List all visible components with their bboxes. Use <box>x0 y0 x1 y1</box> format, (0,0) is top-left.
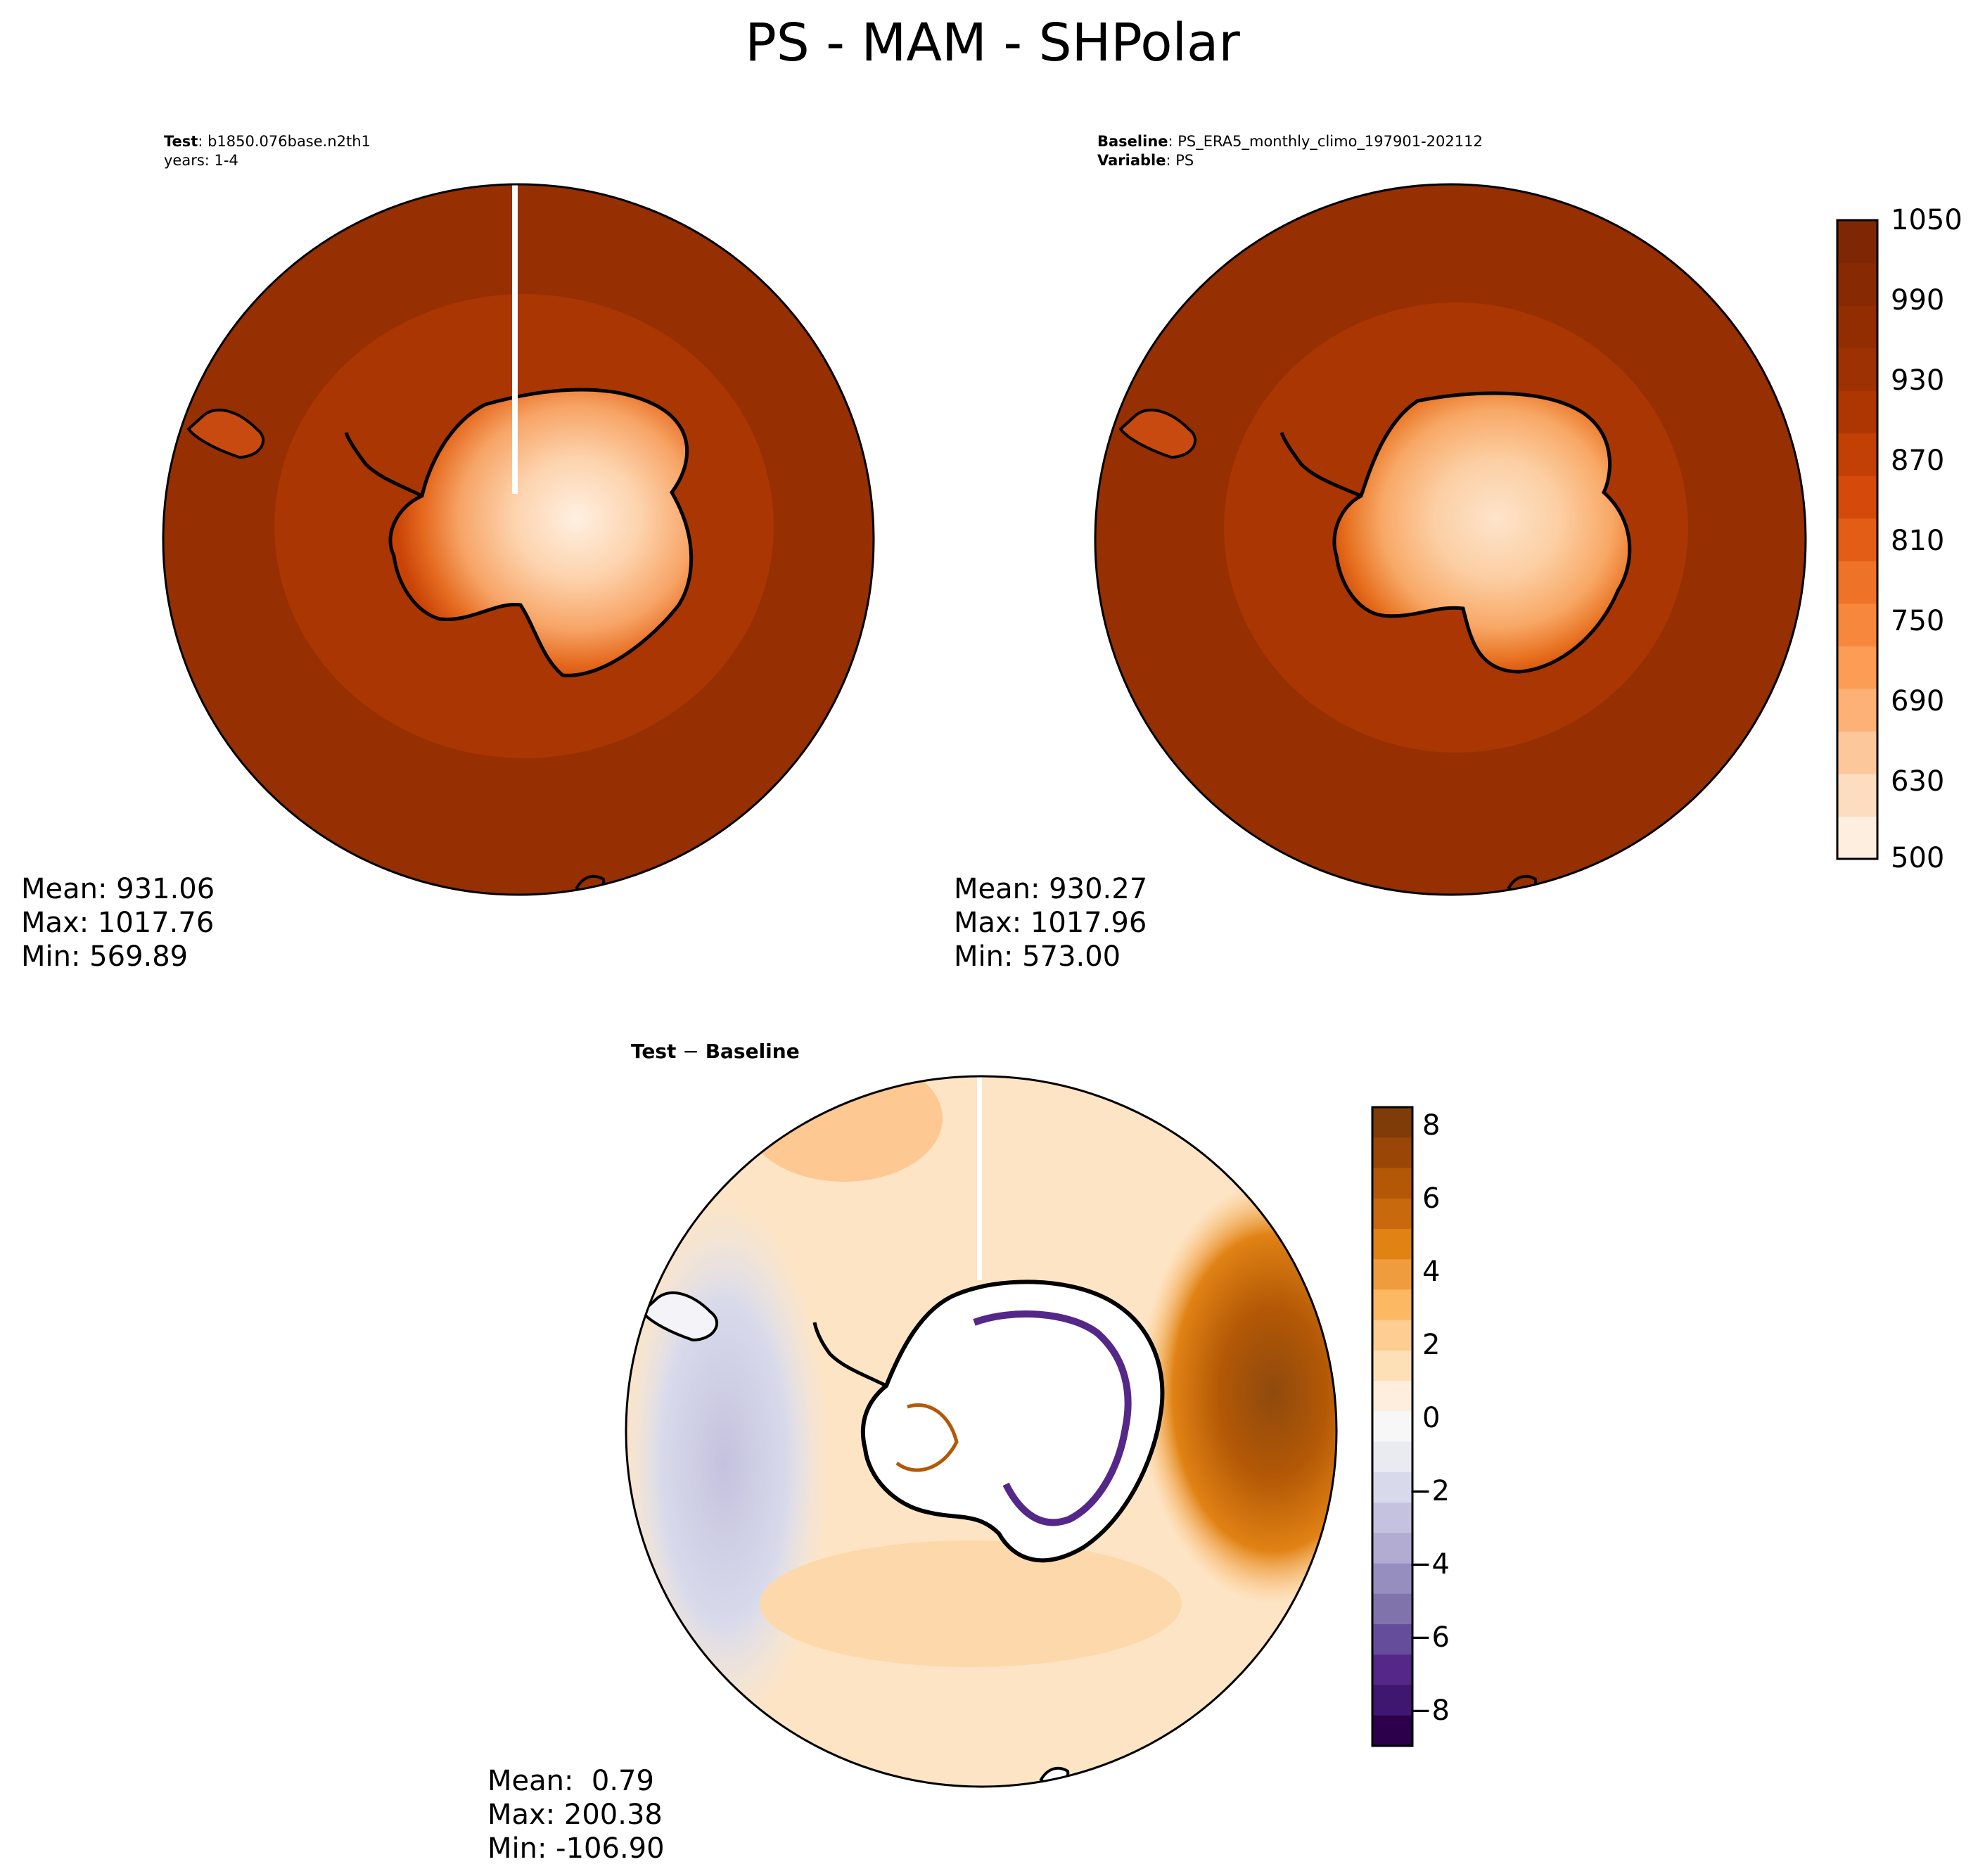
colorbar-main-frame <box>1836 219 1879 860</box>
colorbar-main-segment <box>1837 561 1877 604</box>
colorbar-main-segment <box>1837 220 1877 264</box>
colorbar-main-segment <box>1837 305 1877 349</box>
colorbar-main-segment <box>1837 603 1877 646</box>
colorbar-main-segment <box>1837 773 1877 817</box>
colorbar-diff-frame <box>1371 1106 1414 1747</box>
cb-main-label: 990 <box>1891 284 1945 317</box>
diff-max: Max: 200.38 <box>487 1799 663 1831</box>
test-map <box>163 184 874 895</box>
cb-main-label: 500 <box>1891 842 1945 874</box>
cb-diff-label: −4 <box>1408 1548 1450 1581</box>
baseline-map <box>1095 184 1806 895</box>
colorbar-diff-segment <box>1372 1411 1412 1443</box>
cb-main-label: 690 <box>1891 685 1945 717</box>
variable-label: Variable <box>1097 152 1166 169</box>
colorbar-diff-segment <box>1372 1228 1412 1260</box>
colorbar-diff-segment <box>1372 1259 1412 1290</box>
test-max: Max: 1017.76 <box>21 907 215 939</box>
test-panel-title: Test: b1850.076base.n2th1 years: 1-4 <box>164 132 371 170</box>
colorbar-diff-segment <box>1372 1593 1412 1625</box>
colorbar-main-segment <box>1837 518 1877 561</box>
diff-mean: Mean: 0.79 <box>487 1765 654 1797</box>
diff-separator: − <box>676 1040 706 1063</box>
cb-diff-label: −8 <box>1408 1695 1450 1727</box>
baseline-map-border <box>1094 183 1807 896</box>
colorbar-main <box>1837 220 1877 860</box>
baseline-mean: Mean: 930.27 <box>954 873 1148 905</box>
colorbar-main-segment <box>1837 731 1877 774</box>
baseline-panel-title: Baseline: PS_ERA5_monthly_climo_197901-2… <box>1097 132 1483 170</box>
colorbar-main-segment <box>1837 688 1877 732</box>
colorbar-main-segment <box>1837 390 1877 434</box>
colorbar-diff-segment <box>1372 1381 1412 1412</box>
test-min: Min: 569.89 <box>21 940 189 973</box>
test-stats: Mean: 931.06 Max: 1017.76 Min: 569.89 <box>21 872 215 974</box>
test-mean: Mean: 931.06 <box>21 873 215 905</box>
cb-main-label: 750 <box>1891 605 1945 637</box>
cb-diff-label: 6 <box>1422 1182 1441 1215</box>
colorbar-diff <box>1372 1107 1412 1747</box>
cb-main-label: 870 <box>1891 445 1945 477</box>
colorbar-main-segment <box>1837 476 1877 519</box>
colorbar-diff-segment <box>1372 1441 1412 1473</box>
diff-panel-title: Test − Baseline <box>631 1040 800 1063</box>
colorbar-diff-segment <box>1372 1715 1412 1747</box>
colorbar-diff-segment <box>1372 1685 1412 1716</box>
test-case-name: : b1850.076base.n2th1 <box>198 133 371 150</box>
cb-diff-label: −2 <box>1408 1475 1450 1507</box>
colorbar-diff-segment <box>1372 1350 1412 1382</box>
colorbar-diff-segment <box>1372 1137 1412 1168</box>
colorbar-diff-segment <box>1372 1654 1412 1686</box>
cb-diff-label: −6 <box>1408 1621 1450 1654</box>
diff-test-label: Test <box>631 1040 677 1063</box>
colorbar-diff-segment <box>1372 1563 1412 1595</box>
colorbar-diff-segment <box>1372 1624 1412 1655</box>
baseline-min: Min: 573.00 <box>954 940 1121 973</box>
cb-main-label: 630 <box>1891 765 1945 798</box>
cb-diff-label: 4 <box>1422 1256 1441 1288</box>
colorbar-main-segment <box>1837 433 1877 476</box>
test-years: years: 1-4 <box>164 152 238 169</box>
difference-map-border <box>625 1075 1338 1788</box>
cb-diff-label: 2 <box>1422 1329 1441 1361</box>
colorbar-diff-segment <box>1372 1107 1412 1138</box>
colorbar-diff-segment <box>1372 1168 1412 1199</box>
colorbar-main-segment <box>1837 262 1877 306</box>
diff-baseline-label: Baseline <box>705 1040 800 1063</box>
cb-diff-label: 8 <box>1422 1109 1441 1142</box>
colorbar-diff-segment <box>1372 1472 1412 1503</box>
colorbar-diff-segment <box>1372 1198 1412 1230</box>
cb-diff-label: 0 <box>1422 1402 1441 1434</box>
colorbar-main-segment <box>1837 646 1877 689</box>
cb-main-label: 1050 <box>1891 204 1962 236</box>
colorbar-diff-segment <box>1372 1289 1412 1321</box>
cb-main-label: 810 <box>1891 525 1945 557</box>
variable-name: : PS <box>1166 152 1194 169</box>
baseline-stats: Mean: 930.27 Max: 1017.96 Min: 573.00 <box>954 872 1147 974</box>
baseline-label: Baseline <box>1097 133 1168 150</box>
colorbar-diff-segment <box>1372 1502 1412 1533</box>
colorbar-diff-segment <box>1372 1320 1412 1351</box>
diff-min: Min: -106.90 <box>487 1832 665 1865</box>
difference-map <box>626 1076 1336 1787</box>
cb-main-label: 930 <box>1891 364 1945 397</box>
colorbar-diff-segment <box>1372 1533 1412 1564</box>
figure-title: PS - MAM - SHPolar <box>745 13 1240 73</box>
baseline-max: Max: 1017.96 <box>954 907 1147 939</box>
colorbar-main-segment <box>1837 347 1877 391</box>
test-label: Test <box>164 133 198 150</box>
baseline-case-name: : PS_ERA5_monthly_climo_197901-202112 <box>1168 133 1483 150</box>
diff-stats: Mean: 0.79 Max: 200.38 Min: -106.90 <box>487 1764 665 1865</box>
test-map-border <box>162 183 875 896</box>
colorbar-main-segment <box>1837 816 1877 860</box>
